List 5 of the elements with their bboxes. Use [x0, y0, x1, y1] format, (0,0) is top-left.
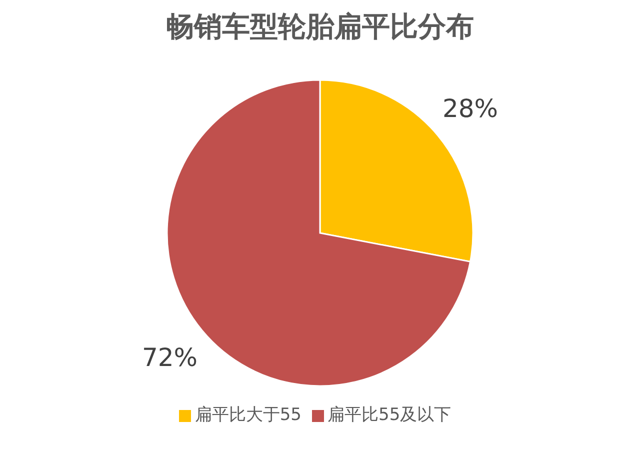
legend-label: 扁平比大于55 [194, 405, 302, 425]
data-label: 72% [142, 342, 198, 372]
legend-label: 扁平比55及以下 [328, 405, 452, 425]
data-label: 28% [442, 94, 498, 124]
chart-title: 畅销车型轮胎扁平比分布 [165, 9, 475, 45]
